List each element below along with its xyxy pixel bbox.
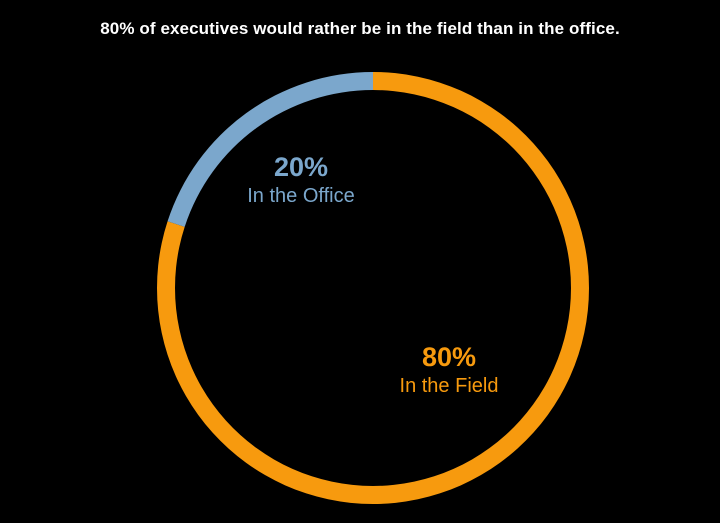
chart-title: 80% of executives would rather be in the… [100, 19, 620, 38]
office-percent: 20% [273, 152, 329, 182]
field-percent: 80% [421, 342, 477, 372]
field-category: In the Field [399, 375, 499, 397]
field-slice-label: 80% In the Field [364, 341, 534, 399]
office-slice-label: 20% In the Office [216, 151, 386, 209]
office-category: In the Office [247, 185, 355, 207]
donut-slice-in-the-office [167, 72, 373, 227]
